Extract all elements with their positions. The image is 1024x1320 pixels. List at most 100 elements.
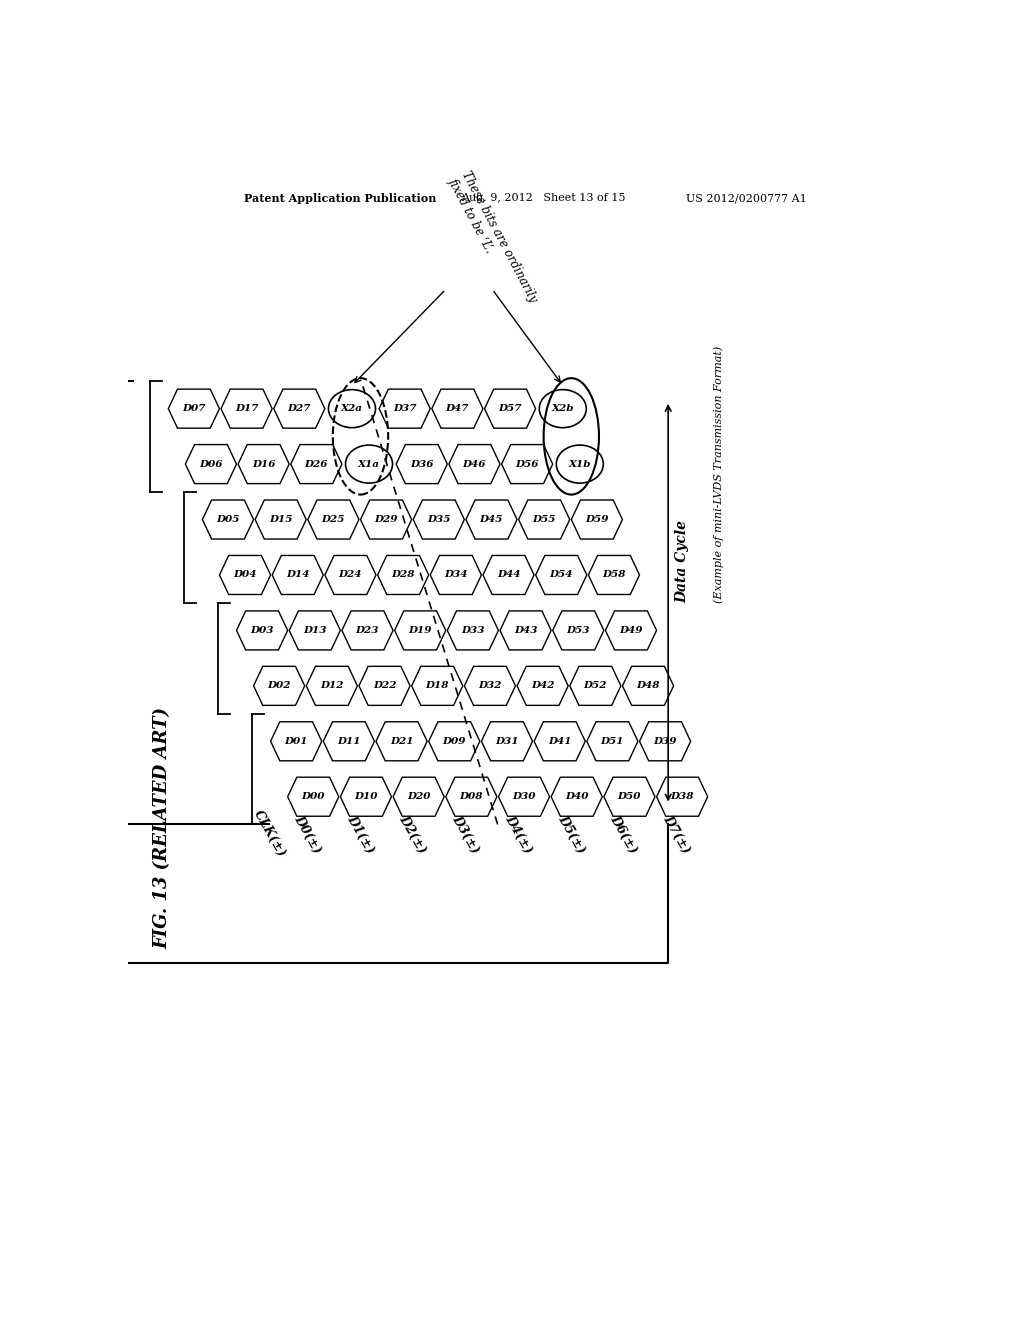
Polygon shape xyxy=(430,556,481,594)
Polygon shape xyxy=(466,500,517,539)
Text: D22: D22 xyxy=(373,681,396,690)
Text: These bits are ordinarily
fixed to be ‘L’.: These bits are ordinarily fixed to be ‘L… xyxy=(446,169,540,312)
Text: D29: D29 xyxy=(375,515,398,524)
Polygon shape xyxy=(221,389,272,428)
Text: D00: D00 xyxy=(301,792,325,801)
Text: D03: D03 xyxy=(250,626,273,635)
Polygon shape xyxy=(589,556,639,594)
Polygon shape xyxy=(656,777,708,816)
Polygon shape xyxy=(587,722,638,760)
Text: D41: D41 xyxy=(548,737,571,746)
Polygon shape xyxy=(481,722,532,760)
Text: D55: D55 xyxy=(532,515,556,524)
Text: D10: D10 xyxy=(354,792,378,801)
Text: D06: D06 xyxy=(200,459,222,469)
Text: D07: D07 xyxy=(182,404,206,413)
Text: D25: D25 xyxy=(322,515,345,524)
Text: X1b: X1b xyxy=(568,459,591,469)
Text: D17: D17 xyxy=(234,404,258,413)
Text: D31: D31 xyxy=(496,737,519,746)
Text: D6(±): D6(±) xyxy=(607,813,640,855)
Text: D23: D23 xyxy=(355,626,379,635)
Text: D0(±): D0(±) xyxy=(292,813,324,855)
Polygon shape xyxy=(483,556,535,594)
Ellipse shape xyxy=(329,389,376,428)
Polygon shape xyxy=(569,667,621,705)
Text: X2b: X2b xyxy=(552,404,574,413)
Text: D01: D01 xyxy=(285,737,308,746)
Text: Patent Application Publication: Patent Application Publication xyxy=(245,193,436,205)
Text: D05: D05 xyxy=(216,515,240,524)
Text: D45: D45 xyxy=(479,515,503,524)
Polygon shape xyxy=(273,389,325,428)
Text: D49: D49 xyxy=(620,626,643,635)
Text: D51: D51 xyxy=(601,737,624,746)
Text: D4(±): D4(±) xyxy=(503,813,535,855)
Text: D47: D47 xyxy=(445,404,469,413)
Polygon shape xyxy=(551,777,602,816)
Polygon shape xyxy=(306,667,357,705)
Polygon shape xyxy=(536,556,587,594)
Polygon shape xyxy=(447,611,499,649)
Polygon shape xyxy=(518,500,569,539)
Text: D57: D57 xyxy=(499,404,522,413)
Polygon shape xyxy=(289,611,340,649)
Polygon shape xyxy=(445,777,497,816)
Polygon shape xyxy=(484,389,536,428)
Text: D12: D12 xyxy=(321,681,344,690)
Polygon shape xyxy=(464,667,515,705)
Text: D54: D54 xyxy=(550,570,573,579)
Polygon shape xyxy=(360,500,412,539)
Polygon shape xyxy=(340,777,391,816)
Text: D09: D09 xyxy=(442,737,466,746)
Text: D33: D33 xyxy=(461,626,484,635)
Text: D35: D35 xyxy=(427,515,451,524)
Text: D58: D58 xyxy=(602,570,626,579)
Polygon shape xyxy=(359,667,410,705)
Polygon shape xyxy=(605,611,656,649)
Polygon shape xyxy=(429,722,480,760)
Text: D24: D24 xyxy=(339,570,362,579)
Text: D43: D43 xyxy=(514,626,538,635)
Text: D2(±): D2(±) xyxy=(397,813,429,855)
Polygon shape xyxy=(623,667,674,705)
Text: D27: D27 xyxy=(288,404,311,413)
Text: Data Cycle: Data Cycle xyxy=(675,520,689,603)
Polygon shape xyxy=(604,777,655,816)
Text: D44: D44 xyxy=(497,570,520,579)
Text: D5(±): D5(±) xyxy=(555,813,587,855)
Polygon shape xyxy=(238,445,289,483)
Text: D52: D52 xyxy=(584,681,607,690)
Text: D36: D36 xyxy=(410,459,433,469)
Text: D30: D30 xyxy=(512,792,536,801)
Text: US 2012/0200777 A1: US 2012/0200777 A1 xyxy=(686,193,807,203)
Polygon shape xyxy=(168,389,219,428)
Text: D11: D11 xyxy=(337,737,360,746)
Polygon shape xyxy=(412,667,463,705)
Text: X2a: X2a xyxy=(341,404,362,413)
Polygon shape xyxy=(342,611,393,649)
Ellipse shape xyxy=(540,389,587,428)
Text: D26: D26 xyxy=(304,459,328,469)
Polygon shape xyxy=(432,389,483,428)
Polygon shape xyxy=(535,722,586,760)
Text: X1a: X1a xyxy=(358,459,380,469)
Text: D16: D16 xyxy=(252,459,275,469)
Text: D1(±): D1(±) xyxy=(344,813,377,855)
Text: D42: D42 xyxy=(530,681,554,690)
Text: (Example of mini-LVDS Transmission Format): (Example of mini-LVDS Transmission Forma… xyxy=(714,346,724,603)
Text: Aug. 9, 2012   Sheet 13 of 15: Aug. 9, 2012 Sheet 13 of 15 xyxy=(461,193,626,203)
Text: CLK(±): CLK(±) xyxy=(251,808,288,859)
Text: D02: D02 xyxy=(267,681,291,690)
Ellipse shape xyxy=(345,445,392,483)
Polygon shape xyxy=(571,500,623,539)
Text: D18: D18 xyxy=(426,681,449,690)
Polygon shape xyxy=(640,722,690,760)
Polygon shape xyxy=(394,611,445,649)
Text: D38: D38 xyxy=(671,792,694,801)
Text: D46: D46 xyxy=(463,459,486,469)
Polygon shape xyxy=(324,722,375,760)
Polygon shape xyxy=(325,556,376,594)
Text: D19: D19 xyxy=(409,626,432,635)
Text: D59: D59 xyxy=(585,515,608,524)
